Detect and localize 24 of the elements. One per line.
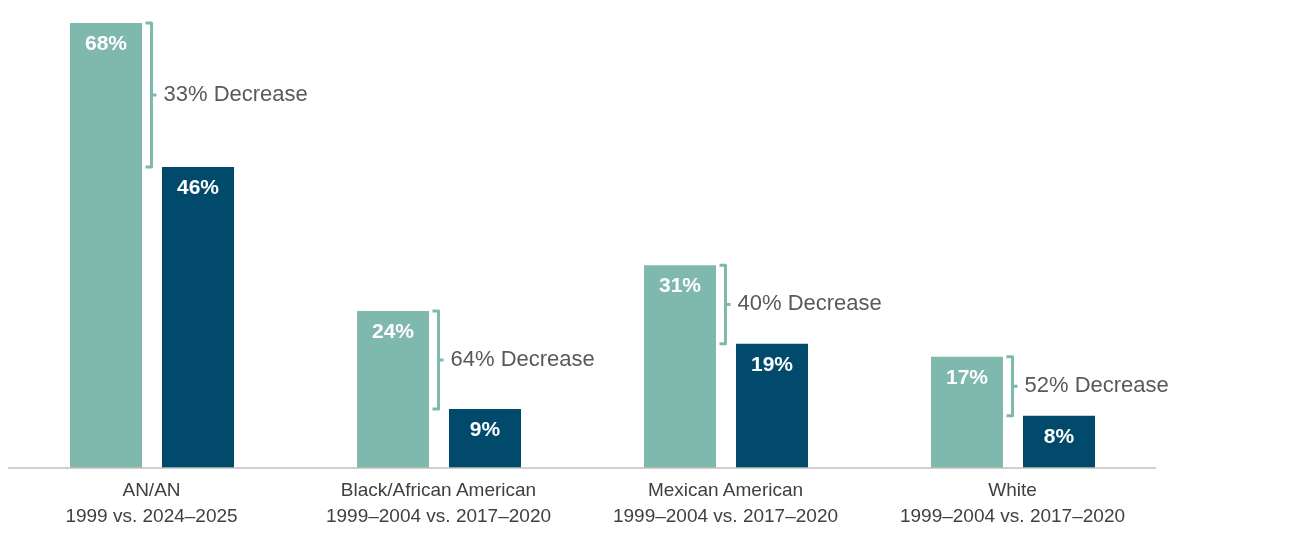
data-label: 17% bbox=[945, 364, 989, 388]
bar bbox=[70, 23, 142, 468]
bar bbox=[357, 310, 429, 468]
data-label: 8% bbox=[1043, 423, 1075, 447]
annotation: 64% Decrease bbox=[450, 345, 595, 371]
bar bbox=[1023, 415, 1095, 468]
bar bbox=[162, 166, 234, 468]
data-label: 46% bbox=[176, 174, 220, 198]
x-tick-label: White 1999–2004 vs. 2017–2020 bbox=[899, 479, 1126, 526]
x-tick-label: Black/African American 1999–2004 vs. 2017–2020 bbox=[325, 479, 552, 526]
annotation: 40% Decrease bbox=[737, 290, 882, 316]
data-label: 68% bbox=[84, 30, 128, 54]
x-tick-label: AN/AN 1999 vs. 2024–2025 bbox=[65, 479, 238, 526]
data-label: 9% bbox=[469, 417, 501, 441]
data-label: 24% bbox=[371, 318, 415, 342]
bar bbox=[449, 409, 521, 468]
x-tick-label: Mexican American 1999–2004 vs. 2017–2020 bbox=[612, 479, 839, 526]
bar bbox=[644, 265, 716, 468]
annotation: 52% Decrease bbox=[1024, 372, 1169, 398]
annotation: 33% Decrease bbox=[163, 80, 308, 106]
data-label: 19% bbox=[750, 351, 794, 375]
data-label: 31% bbox=[658, 273, 702, 297]
bar bbox=[931, 356, 1003, 468]
bar bbox=[736, 343, 808, 468]
